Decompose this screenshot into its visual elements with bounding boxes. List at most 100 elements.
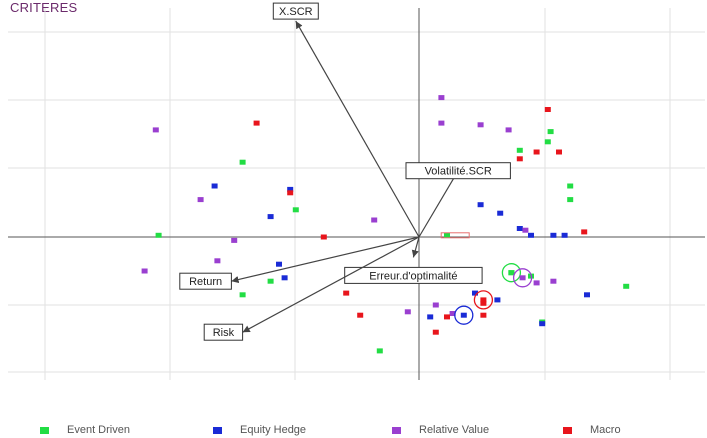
data-point-macro <box>343 290 350 296</box>
data-point-event-driven <box>376 348 383 354</box>
vector-label: Erreur.d'optimalité <box>369 270 457 282</box>
data-point-relative-value <box>550 278 557 284</box>
highlight-point <box>460 312 467 318</box>
data-point-equity-hedge <box>427 314 434 320</box>
highlight-circle <box>454 305 474 325</box>
loading-vectors: X.SCR Volatilité.SCR Erreur.d'optimalité Re… <box>179 2 511 341</box>
vector-arrow <box>231 236 420 284</box>
data-point-relative-value <box>152 127 159 133</box>
data-point-relative-value <box>197 197 204 203</box>
vector-label: Return <box>189 276 222 288</box>
vector-arrow <box>411 236 420 258</box>
data-point-equity-hedge <box>267 214 274 220</box>
data-point-relative-value <box>214 258 221 264</box>
data-point-equity-hedge <box>528 232 534 238</box>
legend-label: Equity Hedge <box>240 424 307 436</box>
legend-label: Relative Value <box>419 424 490 436</box>
data-point-macro <box>480 300 487 306</box>
legend-swatch <box>392 426 401 434</box>
data-point-macro <box>287 190 294 196</box>
data-point-equity-hedge <box>550 232 557 238</box>
data-point-equity-hedge <box>276 261 282 267</box>
data-point-relative-value <box>522 227 529 233</box>
legend-item: Equity Hedge <box>213 424 306 436</box>
data-point-event-driven <box>567 197 574 203</box>
data-point-relative-value <box>404 309 411 315</box>
data-point-event-driven <box>623 283 630 289</box>
data-point-event-driven <box>444 232 450 238</box>
vector-label: X.SCR <box>279 6 313 18</box>
data-point-event-driven <box>544 139 551 145</box>
data-point-relative-value <box>231 237 238 243</box>
data-point-event-driven <box>239 292 246 298</box>
data-point-macro <box>581 229 588 235</box>
highlight-circle <box>512 268 533 288</box>
data-point-relative-value <box>533 280 540 286</box>
data-point-macro <box>516 156 523 162</box>
legend-item: Event Driven <box>40 424 130 436</box>
data-point-relative-value <box>438 95 445 101</box>
highlight-circle <box>501 263 522 283</box>
data-point-macro <box>556 149 562 155</box>
vector-label-box <box>405 162 511 180</box>
pca-biplot: X.SCR Volatilité.SCR Erreur.d'optimalité Re… <box>8 2 705 380</box>
vector-label: Volatilité.SCR <box>425 166 492 178</box>
data-point-relative-value <box>371 217 378 223</box>
data-point-event-driven <box>547 129 554 135</box>
data-point-macro <box>432 329 439 335</box>
data-point-event-driven <box>267 278 274 284</box>
chart-title: CRITERES <box>10 0 78 15</box>
highlight-circles <box>454 263 533 325</box>
small-marker <box>440 232 470 239</box>
data-point-macro <box>320 234 327 240</box>
data-point-event-driven <box>239 159 246 165</box>
data-point-event-driven <box>292 207 299 213</box>
data-point-relative-value <box>141 268 148 274</box>
legend-swatch <box>213 426 222 434</box>
legend-swatch <box>563 426 572 434</box>
vector-arrow <box>242 236 420 333</box>
legend-label: Event Driven <box>67 424 130 436</box>
vector-label-box <box>344 266 483 284</box>
data-point-event-driven <box>567 183 574 189</box>
data-points <box>141 95 630 354</box>
vector-arrow <box>295 20 420 238</box>
data-point-relative-value <box>505 127 512 133</box>
data-point-macro <box>480 312 487 318</box>
data-point-equity-hedge <box>494 297 501 303</box>
data-point-equity-hedge <box>497 210 504 216</box>
highlight-point <box>480 297 487 303</box>
highlight-point <box>508 270 515 276</box>
data-point-equity-hedge <box>561 232 568 238</box>
data-point-equity-hedge <box>584 292 590 298</box>
data-point-equity-hedge <box>472 290 478 296</box>
vector-label-box <box>203 323 244 341</box>
axes <box>8 8 705 380</box>
data-point-equity-hedge <box>211 183 218 189</box>
legend-item: Relative Value <box>392 424 489 436</box>
legend-swatch <box>40 426 49 434</box>
vector-arrow <box>418 170 459 238</box>
data-point-macro <box>533 149 540 155</box>
data-point-equity-hedge <box>287 186 294 192</box>
data-point-relative-value <box>432 302 439 308</box>
data-point-equity-hedge <box>477 202 484 208</box>
data-point-macro <box>253 120 260 126</box>
legend-label: Macro <box>590 424 621 436</box>
legend: Event Driven Equity Hedge Relative Value Ma… <box>0 424 707 438</box>
data-point-event-driven <box>155 232 162 238</box>
highlight-circle <box>473 290 494 310</box>
data-point-macro <box>544 107 551 112</box>
grid-lines <box>8 8 705 380</box>
vector-label-box <box>272 2 319 20</box>
data-point-relative-value <box>449 311 456 316</box>
data-point-equity-hedge <box>539 321 546 327</box>
data-point-event-driven <box>516 147 523 153</box>
data-point-relative-value <box>438 120 445 126</box>
data-point-macro <box>357 312 364 318</box>
legend-item: Macro <box>563 424 621 436</box>
vector-label-box <box>179 272 232 290</box>
vector-label: Risk <box>213 327 235 339</box>
data-point-equity-hedge <box>281 275 288 281</box>
data-point-macro <box>444 314 450 320</box>
